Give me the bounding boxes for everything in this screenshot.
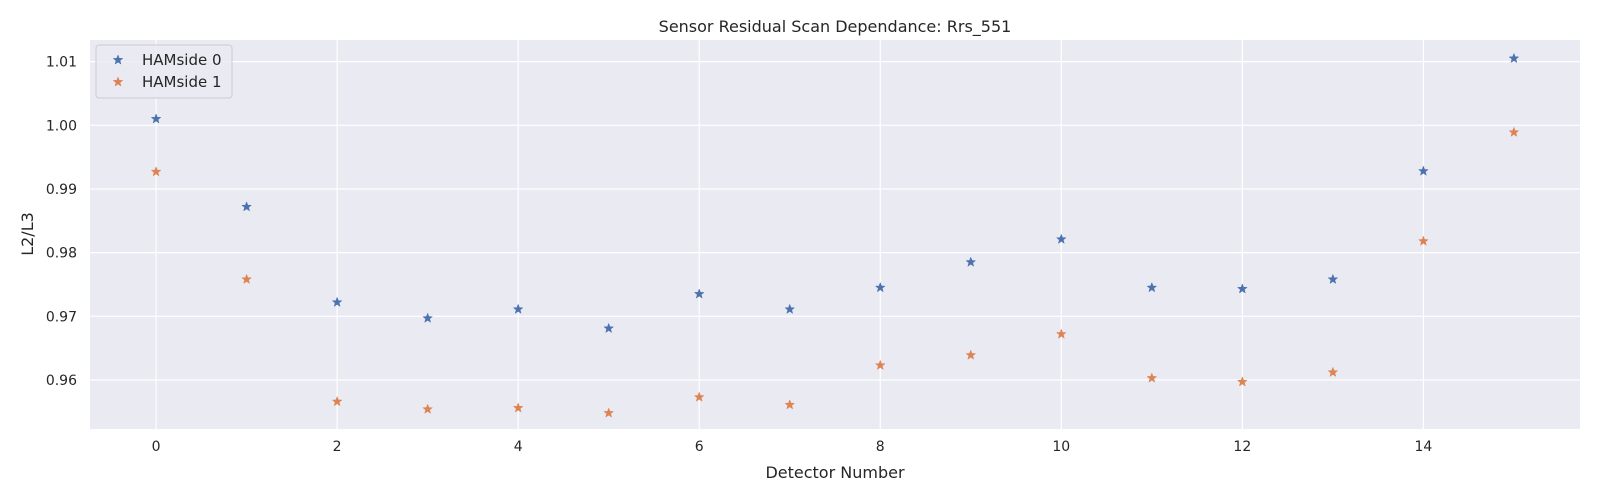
data-point xyxy=(965,349,977,360)
x-tick-label: 12 xyxy=(1233,439,1251,455)
data-point xyxy=(693,288,705,299)
data-point xyxy=(1146,281,1158,293)
legend-label: HAMside 1 xyxy=(142,73,222,91)
data-point xyxy=(1417,165,1429,176)
y-tick-label: 1.00 xyxy=(46,118,77,134)
data-point xyxy=(874,359,886,370)
data-point xyxy=(874,281,886,293)
x-tick-label: 10 xyxy=(1052,439,1070,455)
y-axis-label: L2/L3 xyxy=(18,212,37,256)
data-point xyxy=(1327,273,1339,285)
data-point xyxy=(1055,328,1067,339)
data-points xyxy=(150,52,1520,418)
y-tick-label: 0.97 xyxy=(46,309,77,325)
data-point xyxy=(150,113,162,124)
data-point xyxy=(603,407,615,418)
data-point xyxy=(965,256,977,267)
tick-labels: 0 2 4 6 8 10 12 14 0.96 0.97 0.98 0.99 1.00 1.01 xyxy=(46,55,1433,455)
data-point xyxy=(512,402,524,413)
data-point xyxy=(784,399,796,410)
data-point xyxy=(1055,233,1067,244)
y-tick-label: 0.99 xyxy=(46,182,77,198)
x-tick-label: 0 xyxy=(152,439,161,455)
data-point xyxy=(693,391,705,402)
x-tick-label: 6 xyxy=(695,439,704,455)
data-point xyxy=(1508,126,1520,137)
y-tick-label: 1.01 xyxy=(46,55,77,71)
series-2 xyxy=(150,126,1520,418)
series-1 xyxy=(150,52,1520,334)
data-point xyxy=(784,303,796,314)
data-point xyxy=(422,403,434,414)
data-point xyxy=(331,296,343,307)
y-tick-label: 0.96 xyxy=(46,373,77,389)
chart-title: Sensor Residual Scan Dependance: Rrs_551 xyxy=(659,17,1012,37)
data-point xyxy=(150,166,162,177)
data-point xyxy=(1508,52,1520,64)
data-point xyxy=(1146,372,1158,383)
x-tick-label: 4 xyxy=(514,439,523,455)
data-point xyxy=(1236,283,1248,294)
data-point xyxy=(241,201,253,212)
legend-label: HAMside 0 xyxy=(142,51,222,69)
data-point xyxy=(241,273,253,285)
data-point xyxy=(1236,376,1248,387)
legend-marker xyxy=(112,76,124,87)
x-axis-label: Detector Number xyxy=(765,463,905,482)
data-point xyxy=(331,395,343,407)
legend: HAMside 0 HAMside 1 xyxy=(95,44,233,99)
legend-marker xyxy=(112,54,124,65)
data-point xyxy=(1327,366,1339,377)
y-tick-label: 0.98 xyxy=(46,246,77,262)
grid-lines xyxy=(90,40,1580,429)
data-point xyxy=(603,322,615,334)
data-point xyxy=(422,312,434,323)
x-tick-label: 8 xyxy=(876,439,885,455)
data-point xyxy=(512,303,524,314)
legend-box xyxy=(95,44,233,99)
x-tick-label: 14 xyxy=(1414,439,1432,455)
data-point xyxy=(1417,235,1429,246)
plot-area xyxy=(90,40,1580,429)
x-tick-label: 2 xyxy=(333,439,342,455)
